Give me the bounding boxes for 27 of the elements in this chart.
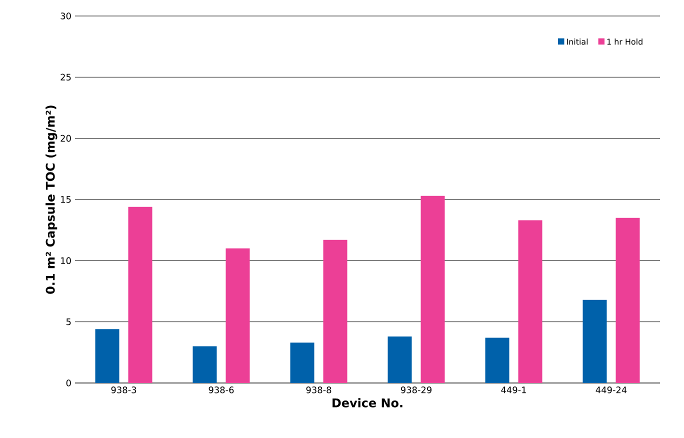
- y-axis-title: 0.1 m² Capsule TOC (mg/m²): [46, 106, 58, 294]
- y-tick-label: 25: [60, 74, 71, 81]
- x-tick-label: 938-3: [111, 386, 136, 394]
- x-tick-label: 938-8: [306, 386, 332, 394]
- bar: [388, 336, 412, 383]
- x-axis-title: Device No.: [332, 398, 402, 408]
- bar: [226, 248, 250, 383]
- y-tick-label: 30: [60, 12, 71, 20]
- bar: [128, 206, 152, 383]
- bar: [290, 342, 314, 383]
- bar: [485, 338, 510, 383]
- bar: [323, 240, 348, 383]
- y-tick-label: 5: [66, 318, 71, 326]
- y-tick-label: 20: [60, 134, 71, 142]
- bar: [420, 196, 445, 383]
- x-tick-label: 938-29: [400, 386, 432, 394]
- x-tick-label: 449-24: [596, 386, 627, 394]
- y-tick-label: 10: [61, 257, 71, 264]
- y-tick-label: 15: [61, 196, 71, 203]
- bar: [616, 218, 640, 383]
- bar: [518, 220, 542, 383]
- x-tick-label: 938-6: [208, 386, 234, 394]
- bar: [582, 300, 607, 383]
- bar: [95, 329, 120, 383]
- y-tick-label: 0: [66, 380, 71, 386]
- bar: [192, 346, 217, 383]
- x-tick-label: 449-1: [501, 386, 526, 394]
